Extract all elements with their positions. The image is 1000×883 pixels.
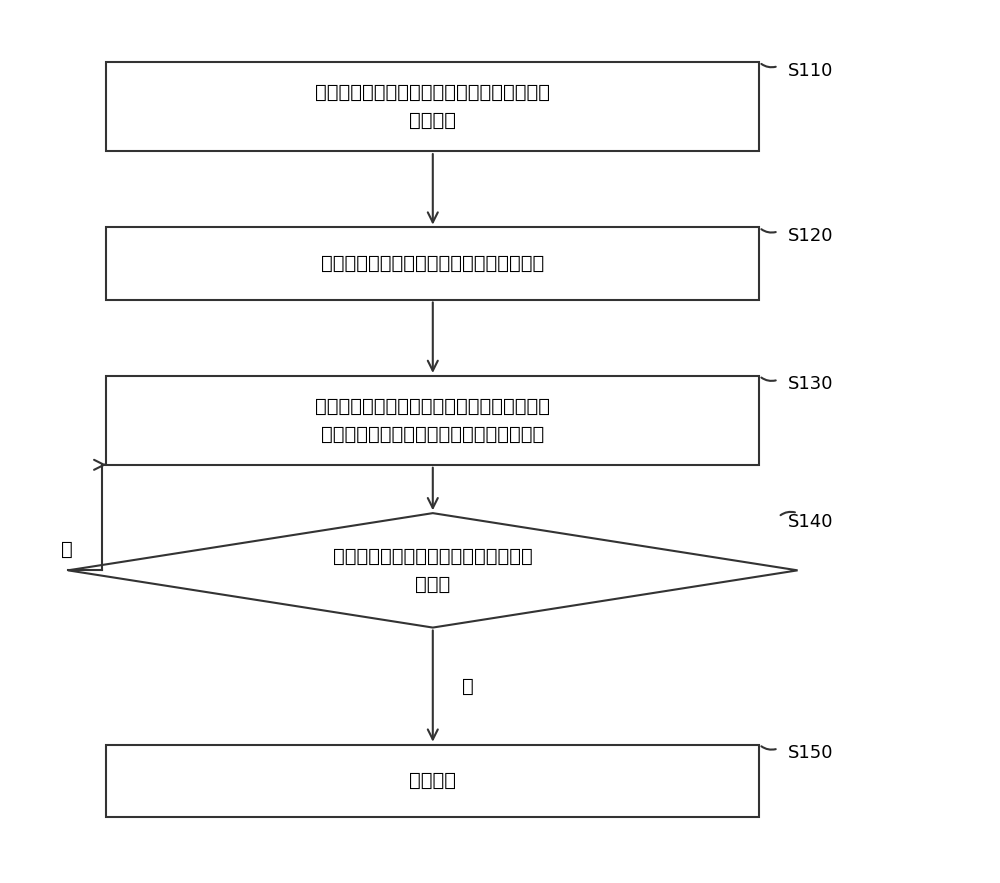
Text: 根据扫描方向和扫描起点确定实时出图起点: 根据扫描方向和扫描起点确定实时出图起点 bbox=[321, 254, 544, 273]
Bar bbox=[106, 376, 759, 464]
Bar bbox=[106, 62, 759, 151]
Text: S110: S110 bbox=[788, 62, 833, 79]
Bar bbox=[106, 228, 759, 299]
Text: 从扫描起点开始沿扫描方向进行扫描，并在到
达实时出图起点以后实时输出当前扫描图像: 从扫描起点开始沿扫描方向进行扫描，并在到 达实时出图起点以后实时输出当前扫描图像 bbox=[315, 396, 550, 444]
Text: S140: S140 bbox=[788, 513, 834, 531]
Text: 判断当前扫描图像是否完全呈现目标检
测部位: 判断当前扫描图像是否完全呈现目标检 测部位 bbox=[333, 547, 533, 594]
Text: 停止扫描: 停止扫描 bbox=[409, 771, 456, 790]
Text: 否: 否 bbox=[61, 540, 73, 559]
Bar bbox=[106, 744, 759, 817]
Polygon shape bbox=[68, 513, 798, 628]
Text: 是: 是 bbox=[462, 676, 473, 696]
Text: S130: S130 bbox=[788, 375, 834, 394]
Text: S120: S120 bbox=[788, 227, 834, 245]
Text: S150: S150 bbox=[788, 744, 834, 762]
Text: 获取对目标检测部位进行扫描时的扫描起点和
扫描方向: 获取对目标检测部位进行扫描时的扫描起点和 扫描方向 bbox=[315, 83, 550, 130]
